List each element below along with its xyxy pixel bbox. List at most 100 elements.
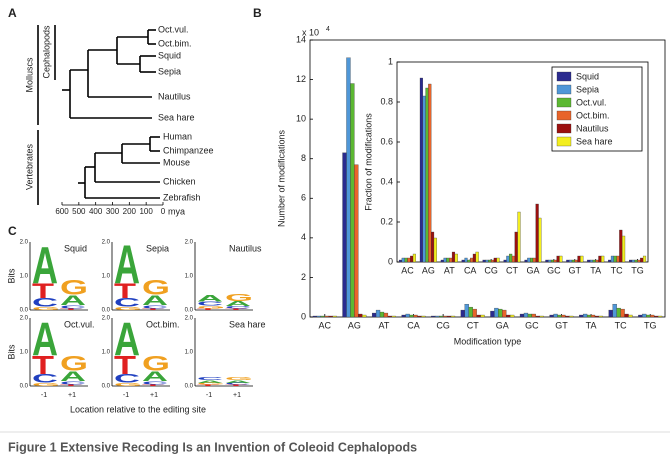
bar bbox=[433, 237, 437, 263]
taxon-label: Mouse bbox=[163, 157, 190, 167]
bar bbox=[428, 83, 432, 263]
bar bbox=[503, 259, 507, 263]
bar bbox=[535, 203, 539, 263]
bar bbox=[634, 259, 638, 263]
logo-tick-label: 1.0 bbox=[102, 350, 111, 356]
legend-label: Oct.vul. bbox=[576, 97, 607, 107]
bar bbox=[476, 314, 481, 318]
logo-letter: C bbox=[142, 304, 168, 309]
bar bbox=[650, 314, 655, 318]
time-tick-label: 400 bbox=[89, 207, 103, 216]
bar bbox=[556, 255, 560, 263]
logo-letter: C bbox=[32, 296, 58, 309]
logo-letter: G bbox=[225, 376, 253, 381]
logo-letter: G bbox=[114, 306, 142, 311]
panel-label: A bbox=[8, 6, 17, 20]
x-tick-label: TG bbox=[631, 265, 644, 275]
bar bbox=[472, 308, 477, 318]
logo-letter: C bbox=[60, 304, 86, 309]
x-tick-label: CT bbox=[506, 265, 518, 275]
logo-y-label: Bits bbox=[6, 268, 16, 284]
x-tick-label: GC bbox=[525, 320, 539, 330]
bar bbox=[460, 309, 465, 318]
logo-letter: G bbox=[60, 276, 88, 300]
logo-letter: C bbox=[114, 296, 140, 309]
x-tick-label: AT bbox=[379, 320, 390, 330]
bar bbox=[523, 312, 529, 318]
bar bbox=[613, 255, 617, 263]
x-tick-label: AG bbox=[348, 320, 361, 330]
x-tick-label: TA bbox=[586, 320, 597, 330]
logo-tick-label: 1.0 bbox=[20, 350, 29, 356]
bar bbox=[472, 253, 476, 263]
time-tick-label: 200 bbox=[123, 207, 137, 216]
x-tick-label: CA bbox=[464, 265, 477, 275]
bar bbox=[532, 257, 536, 263]
bar bbox=[557, 314, 562, 318]
bar bbox=[475, 251, 479, 263]
logo-name: Oct.vul. bbox=[64, 319, 95, 329]
bar bbox=[574, 259, 578, 263]
bar bbox=[530, 257, 534, 263]
time-tick-label: 600 bbox=[55, 207, 69, 216]
bar bbox=[398, 259, 403, 263]
bar bbox=[435, 315, 440, 318]
logo-tick-label: 2.0 bbox=[102, 240, 111, 246]
x-tick-label: GT bbox=[569, 265, 582, 275]
y-tick-label: 0 bbox=[388, 256, 393, 266]
logo-x-label: +1 bbox=[233, 392, 241, 399]
logo-tick-label: 0.0 bbox=[185, 384, 194, 390]
bar bbox=[354, 164, 359, 318]
x-tick-label: GA bbox=[496, 320, 509, 330]
legend-label: Oct.bim. bbox=[576, 110, 610, 120]
logo-name: Sepia bbox=[146, 243, 169, 253]
bar bbox=[490, 310, 495, 318]
bar bbox=[511, 255, 515, 263]
bar bbox=[553, 259, 557, 263]
logo-letter: C bbox=[197, 301, 223, 307]
bar bbox=[531, 313, 536, 318]
bar bbox=[654, 315, 659, 318]
x-tick-label: TC bbox=[615, 320, 627, 330]
bar bbox=[590, 314, 596, 318]
bar bbox=[498, 308, 503, 318]
logo-letter: G bbox=[142, 276, 170, 300]
bar bbox=[569, 259, 573, 263]
logo-letter: A bbox=[114, 313, 140, 366]
bar bbox=[539, 315, 544, 318]
legend-label: Sepia bbox=[576, 84, 599, 94]
bar bbox=[490, 259, 495, 263]
logo-letter: A bbox=[225, 300, 251, 308]
legend-swatch bbox=[556, 84, 572, 95]
bar bbox=[413, 314, 418, 318]
bar bbox=[401, 314, 406, 318]
logo-letter: T bbox=[197, 384, 220, 386]
logo-x-label: +1 bbox=[68, 392, 76, 399]
logo-tick-label: 2.0 bbox=[20, 316, 29, 322]
logo-name: Nautilus bbox=[229, 243, 262, 253]
logo-tick-label: 1.0 bbox=[20, 274, 29, 280]
time-tick-label: 0 bbox=[161, 207, 166, 216]
legend-label: Nautilus bbox=[576, 123, 609, 133]
bar bbox=[387, 315, 392, 318]
bar bbox=[350, 83, 355, 318]
logo-x-label: -1 bbox=[123, 392, 129, 399]
legend-swatch bbox=[556, 71, 572, 82]
legend-label: Sea hare bbox=[576, 136, 613, 146]
time-tick-label: 100 bbox=[139, 207, 153, 216]
bar bbox=[587, 259, 591, 263]
logo-letter: G bbox=[114, 382, 142, 387]
bar bbox=[598, 315, 604, 318]
legend-label: Squid bbox=[576, 71, 599, 81]
logo-tick-label: 1.0 bbox=[102, 274, 111, 280]
bar bbox=[404, 257, 408, 263]
bar bbox=[407, 257, 411, 263]
y-tick-label: 8 bbox=[301, 153, 306, 163]
bar bbox=[583, 313, 588, 318]
bar bbox=[595, 259, 599, 263]
bar bbox=[506, 314, 511, 318]
logo-tick-label: 0.0 bbox=[20, 308, 29, 314]
y-axis-label: Fraction of modifications bbox=[363, 113, 373, 211]
